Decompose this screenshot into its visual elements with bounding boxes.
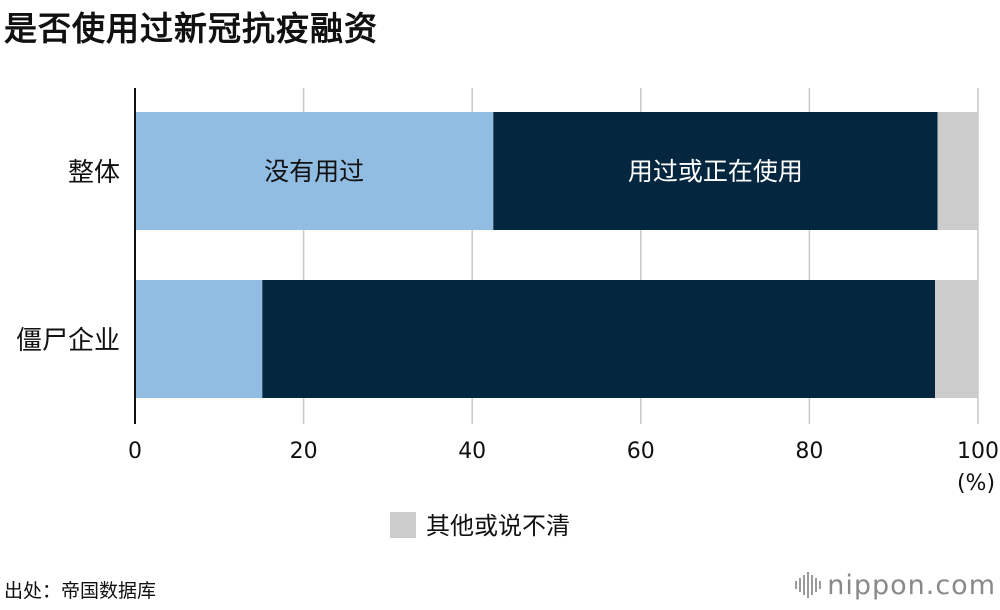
bar-1-0: [135, 280, 263, 398]
bar-1-1: [262, 280, 936, 398]
bar-1-2: [935, 280, 978, 398]
chart-title: 是否使用过新冠抗疫融资: [4, 9, 378, 48]
source-note: 出处：帝国数据库: [4, 580, 157, 602]
logo-bar: [807, 572, 810, 598]
nippon-logo: nippon.com: [756, 568, 996, 602]
x-tick-label: 20: [290, 439, 318, 464]
logo-bar: [811, 575, 814, 595]
bar-inline-label: 用过或正在使用: [628, 157, 803, 186]
logo-bar: [799, 578, 802, 592]
bar-0-1: [493, 112, 938, 230]
logo-bar: [819, 581, 822, 589]
x-axis-unit: (%): [957, 471, 995, 496]
logo-bar: [815, 578, 818, 592]
category-label: 整体: [68, 158, 120, 188]
bar-0-2: [937, 112, 978, 230]
legend-label: 其他或说不清: [426, 512, 570, 540]
bar-inline-label: 没有用过: [264, 157, 364, 186]
x-tick-label: 0: [128, 439, 142, 464]
x-tick-label: 40: [458, 439, 486, 464]
logo-bar: [795, 581, 798, 589]
x-tick-label: 60: [627, 439, 655, 464]
logo-text: nippon.com: [827, 569, 996, 601]
bar-0-0: [135, 112, 494, 230]
category-label: 僵尸企业: [16, 326, 120, 356]
x-tick-label: 80: [795, 439, 823, 464]
x-tick-label: 100: [957, 439, 999, 464]
logo-mark-icon: [795, 572, 822, 598]
legend-swatch: [390, 512, 416, 538]
logo-bar: [803, 575, 806, 595]
